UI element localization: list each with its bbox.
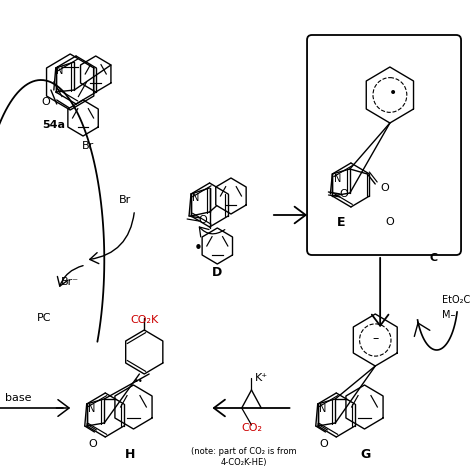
Text: CO₂K: CO₂K: [130, 315, 158, 325]
Text: E: E: [337, 216, 346, 228]
Text: 54a: 54a: [42, 120, 65, 130]
Text: O: O: [42, 97, 50, 107]
Text: N: N: [334, 174, 341, 184]
Text: Br: Br: [82, 141, 94, 151]
Text: PC: PC: [36, 313, 51, 323]
Text: –: –: [372, 332, 378, 346]
Text: Br: Br: [118, 195, 131, 205]
Text: N: N: [56, 66, 64, 76]
Text: ••: ••: [134, 377, 143, 386]
Text: EtO₂C: EtO₂C: [442, 295, 470, 305]
Text: K⁺: K⁺: [255, 373, 268, 383]
Text: O: O: [385, 217, 394, 227]
Text: N: N: [88, 404, 95, 414]
Text: M–: M–: [442, 310, 455, 320]
Text: •: •: [389, 86, 397, 100]
Text: G: G: [360, 448, 371, 462]
Text: N: N: [319, 404, 326, 414]
Text: O: O: [198, 215, 207, 225]
Text: 4-CO₂K-HE): 4-CO₂K-HE): [220, 457, 267, 466]
Text: O: O: [340, 189, 348, 199]
Text: N: N: [192, 193, 200, 203]
Text: O: O: [88, 439, 97, 449]
Text: O: O: [381, 183, 389, 193]
Text: •: •: [193, 240, 202, 255]
Text: CO₂: CO₂: [241, 423, 262, 433]
Text: base: base: [5, 393, 31, 403]
FancyBboxPatch shape: [307, 35, 461, 255]
Text: H: H: [125, 448, 135, 462]
Text: C: C: [430, 253, 438, 263]
Text: O: O: [319, 439, 328, 449]
Text: Br⁻: Br⁻: [61, 277, 79, 287]
Text: D: D: [212, 265, 222, 279]
Text: (note: part of CO₂ is from: (note: part of CO₂ is from: [191, 447, 297, 456]
